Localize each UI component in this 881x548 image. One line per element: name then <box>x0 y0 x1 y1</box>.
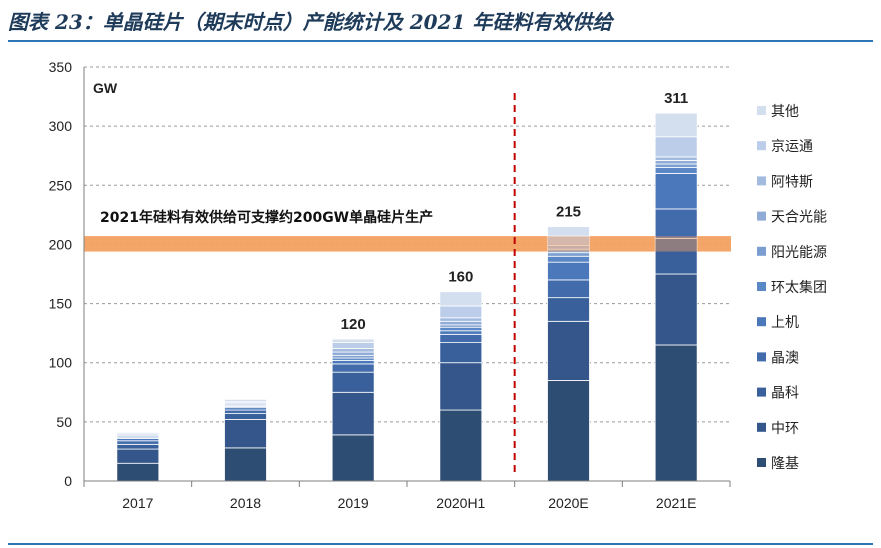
y-tick-label: 0 <box>64 473 72 489</box>
bar-segment <box>547 297 590 322</box>
y-tick-label: 100 <box>49 355 73 371</box>
bar-segment <box>439 330 483 335</box>
bar-segment <box>116 448 160 464</box>
bar-segment <box>439 291 483 307</box>
bar-segment <box>331 348 375 353</box>
total-label: 215 <box>556 204 581 221</box>
bar-segment <box>547 226 590 237</box>
bar-segment <box>654 136 698 158</box>
bar-segment <box>116 443 160 450</box>
band-annotation: 2021年硅料有效供给可支撑约200GW单晶硅片生产 <box>100 209 433 226</box>
x-tick-label: 2019 <box>338 495 369 511</box>
legend-swatch <box>757 352 766 362</box>
bar-segment <box>224 413 267 420</box>
bar-segment <box>116 440 160 445</box>
bar-segment <box>654 160 698 165</box>
legend-swatch <box>757 387 766 397</box>
y-tick-label: 250 <box>49 177 73 193</box>
bar-segment <box>654 156 698 161</box>
bar-segment <box>654 208 698 239</box>
total-label: 160 <box>448 269 473 286</box>
legend-swatch <box>757 211 766 221</box>
bar-segment <box>654 238 698 275</box>
bar-segment <box>654 112 698 138</box>
bar-segment <box>439 409 483 482</box>
legend-swatch <box>757 422 766 432</box>
legend-label: 晶澳 <box>771 350 799 366</box>
x-tick-label: 2017 <box>122 495 153 511</box>
bar-segment <box>547 261 590 281</box>
bar-segment <box>224 419 267 449</box>
bar-segment <box>439 342 483 364</box>
legend-swatch <box>757 246 766 256</box>
bar-segment <box>547 255 590 263</box>
legend-label: 中环 <box>771 421 799 437</box>
bar-segment <box>439 305 483 319</box>
unit-label: GW <box>93 80 118 96</box>
legend-label: 京运通 <box>771 139 813 155</box>
x-tick-label: 2021E <box>656 495 696 511</box>
x-tick-label: 2020H1 <box>436 495 485 511</box>
bar-segment <box>439 317 483 322</box>
legend-label: 阳光能源 <box>771 245 827 261</box>
legend-label: 环太集团 <box>771 279 827 296</box>
bar-segment <box>547 279 590 299</box>
bars <box>84 93 731 482</box>
legend-label: 晶科 <box>771 386 799 402</box>
bar-segment <box>331 351 375 357</box>
legend-swatch <box>757 282 766 291</box>
legend-swatch <box>757 106 766 115</box>
bar-segment <box>331 434 375 482</box>
bar-segment <box>654 173 698 210</box>
bar-segment <box>654 163 698 168</box>
bar-segment <box>116 462 160 482</box>
y-tick-label: 300 <box>49 118 73 134</box>
legend-label: 隆基 <box>771 455 799 472</box>
top-rule <box>8 40 873 42</box>
bar-segment <box>439 333 483 344</box>
bar-segment <box>439 320 483 326</box>
y-tick-label: 150 <box>49 296 73 312</box>
x-tick-label: 2018 <box>230 495 261 511</box>
y-tick-label: 350 <box>49 59 73 75</box>
bar-segment <box>439 326 483 332</box>
legend-label: 阿特斯 <box>771 174 813 190</box>
bar-segment <box>654 273 698 346</box>
legend-swatch <box>757 317 766 327</box>
bar-segment <box>331 338 375 344</box>
legend-label: 其他 <box>771 104 799 120</box>
total-label: 311 <box>664 90 688 107</box>
y-tick-label: 50 <box>56 414 72 430</box>
bar-segment <box>331 359 375 365</box>
bar-segment <box>116 432 160 435</box>
bar-segment <box>654 167 698 174</box>
legend-swatch <box>757 141 766 151</box>
bar-segment <box>547 380 590 482</box>
legend-label: 天合光能 <box>771 210 827 226</box>
axes: 0 50 100 150 200 250 300 350 2017 2018 2019 2020H1 2… <box>49 59 731 511</box>
legend-swatch <box>757 458 766 467</box>
bar-segment <box>224 409 267 414</box>
bar-segment <box>439 362 483 411</box>
supply-band-overlay <box>84 236 731 252</box>
total-labels: 120 160 215 311 <box>341 90 689 333</box>
bar-segment <box>331 342 375 349</box>
bar-segment <box>547 320 590 381</box>
bar-segment <box>224 398 267 403</box>
x-tick-label: 2020E <box>548 495 588 511</box>
bar-segment <box>331 391 375 436</box>
bar-segment <box>331 363 375 373</box>
legend-label: 上机 <box>771 315 799 331</box>
bar-segment <box>547 252 590 257</box>
bottom-rule <box>8 543 873 545</box>
legend-swatch <box>757 176 766 186</box>
bar-segment <box>654 344 698 482</box>
y-tick-label: 200 <box>49 236 73 252</box>
total-label: 120 <box>341 316 366 333</box>
figure-title: 图表 23：单晶硅片（期末时点）产能统计及 2021 年硅料有效供给 <box>8 10 613 34</box>
bar-segment <box>331 371 375 393</box>
bar-segment <box>224 447 267 482</box>
